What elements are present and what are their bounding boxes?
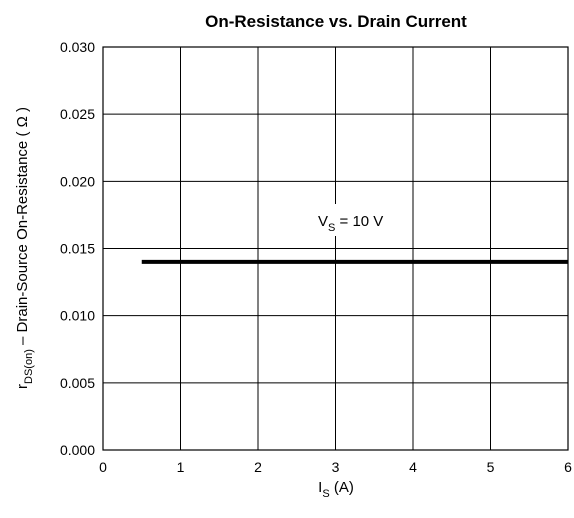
grid [103,47,568,450]
y-tick-label: 0.030 [60,39,95,55]
x-tick-label: 2 [254,459,262,475]
plot-frame [102,46,569,451]
y-tick-label: 0.020 [60,173,95,189]
x-tick-label: 3 [332,459,340,475]
y-tick-label: 0.025 [60,106,95,122]
x-tick-label: 0 [99,459,107,475]
series-label-background [304,204,412,236]
x-axis-label: IS (A) [318,479,354,500]
y-tick-label: 0.010 [60,308,95,324]
y-tick-label: 0.015 [60,241,95,257]
x-tick-label: 4 [409,459,417,475]
y-tick-labels: 0.000 0.005 0.010 0.015 0.020 0.025 0.030 [60,39,95,458]
x-tick-labels: 0 1 2 3 4 5 6 [99,459,572,475]
y-axis-label: rDS(on) – Drain-Source On-Resistance ( Ω… [14,107,35,389]
x-tick-label: 1 [177,459,185,475]
x-tick-label: 6 [564,459,572,475]
chart-title: On-Resistance vs. Drain Current [205,12,467,31]
x-tick-label: 5 [487,459,495,475]
series-label: VS = 10 V [318,213,383,234]
y-tick-label: 0.005 [60,375,95,391]
y-tick-label: 0.000 [60,442,95,458]
